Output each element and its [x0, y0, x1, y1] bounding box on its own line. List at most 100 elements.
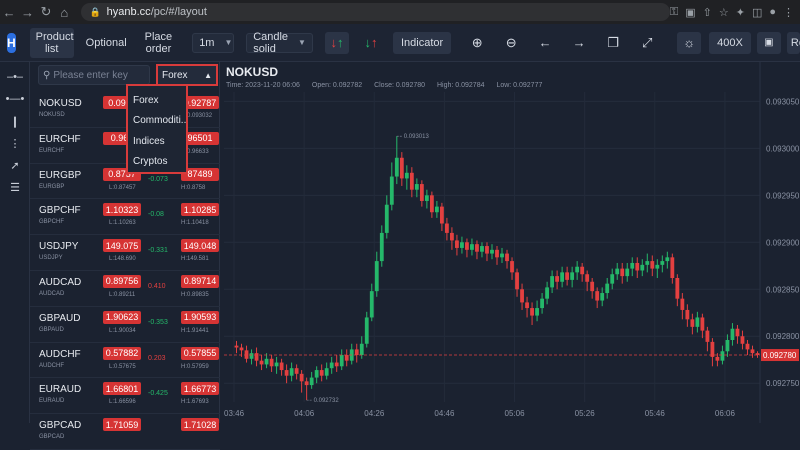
candle-body	[650, 261, 655, 269]
candle-body	[304, 381, 309, 386]
crop-icon[interactable]: ❐	[607, 34, 619, 50]
chart-style-value: Candle solid	[253, 30, 289, 55]
y-tick-label: 0.092800	[766, 332, 800, 341]
ask-price-button[interactable]: 96501	[181, 131, 219, 145]
vertical-segment-icon[interactable]: ⋮	[9, 137, 21, 150]
ask-price-button[interactable]: 0.89714	[181, 274, 219, 288]
horizontal-line-icon[interactable]: –•–	[6, 71, 24, 83]
x-tick-label: 04:06	[294, 409, 315, 418]
bid-price-button[interactable]: 1.66801	[103, 382, 141, 396]
theme-icon[interactable]: ☼	[677, 31, 702, 54]
bid-price-button[interactable]: 1.90623	[103, 310, 141, 324]
chart-area[interactable]: 0.093050 0.093000 0.092950 0.092900 0.092850…	[220, 62, 800, 423]
vertical-line-icon[interactable]: ❙	[10, 115, 20, 128]
bid-price-button[interactable]: 1.10323	[103, 203, 141, 217]
category-select[interactable]: Forex ▲	[156, 64, 218, 86]
instrument-row[interactable]: AUDCAD AUDCAD 0.89756 L:0.89211 0.410 0.89714…	[30, 271, 220, 307]
chart-style-select[interactable]: Candle solid ▼	[246, 30, 313, 55]
x-tick-label: 04:26	[364, 409, 385, 418]
candle-body	[705, 330, 710, 342]
search-box[interactable]: ⚲	[38, 65, 150, 85]
category-option[interactable]: Commoditi...	[133, 115, 186, 127]
bid-price-button[interactable]: 1.71059	[103, 418, 141, 432]
candle-body	[625, 268, 630, 277]
search-input[interactable]	[53, 69, 144, 81]
menu-icon[interactable]: ⋮	[783, 6, 794, 19]
reset-button[interactable]: Re	[786, 31, 800, 54]
translate-icon[interactable]: ▣	[685, 6, 696, 19]
candle-body	[735, 328, 740, 337]
candle-body	[640, 264, 645, 271]
key-icon[interactable]: ⚿	[669, 5, 679, 18]
candle-body	[254, 353, 259, 361]
more-tools-icon[interactable]: ☰	[10, 181, 20, 194]
category-option[interactable]: Forex	[133, 94, 159, 106]
product-list-tab[interactable]: Product list	[29, 27, 74, 58]
candle-body	[670, 257, 675, 278]
candle-body	[339, 355, 344, 367]
home-icon[interactable]: ⌂	[60, 4, 69, 20]
reload-icon[interactable]: ↻	[40, 4, 52, 19]
instrument-row[interactable]: AUDCHF AUDCHF 0.57882 L:0.57675 0.203 0.57855…	[30, 343, 220, 379]
ask-price-button[interactable]: 1.66773	[181, 382, 219, 396]
category-option[interactable]: Cryptos	[133, 156, 168, 168]
x-tick-label: 03:46	[224, 409, 245, 418]
sort-up-down-button[interactable]: ↓ ↑	[324, 31, 349, 54]
instrument-row[interactable]: EURAUD EURAUD 1.66801 L:1.66596 -0.425 1.6677…	[30, 378, 220, 415]
high-value: H:1.91441	[181, 327, 209, 334]
instrument-symbol: NOKUSD	[39, 98, 82, 109]
bid-price-button[interactable]: 149.075	[103, 239, 141, 253]
indicator-button[interactable]: Indicator	[392, 31, 452, 54]
candlestick-chart[interactable]: 0.093050 0.093000 0.092950 0.092900 0.092850…	[220, 62, 800, 423]
url-host: hyanb.cc	[106, 6, 151, 18]
candle-body	[274, 362, 279, 367]
instrument-row[interactable]: EURCHF EURCHF 0.965 96501 H:0.96633	[30, 128, 220, 164]
candle-body	[665, 257, 670, 262]
ask-price-button[interactable]: 1.10285	[181, 203, 219, 217]
instrument-row[interactable]: NOKUSD NOKUSD 0.0928 0.92787 H:0.093032	[30, 92, 220, 128]
zoom-level-button[interactable]: 400X	[709, 31, 751, 54]
back-icon[interactable]: ←	[2, 4, 16, 20]
ask-price-button[interactable]: 149.048	[181, 239, 219, 253]
category-option[interactable]: Indices	[133, 135, 165, 147]
sort-down-up-button[interactable]: ↓ ↑	[364, 35, 378, 50]
bid-price-button[interactable]: 0.57882	[103, 346, 141, 360]
forward-icon[interactable]: →	[21, 4, 35, 20]
scroll-left-icon[interactable]: ←	[538, 35, 552, 50]
trend-line-icon[interactable]: ➚	[10, 159, 20, 172]
instrument-row[interactable]: EURGBP EURGBP 0.8757 L:0.87457 -0.073 87489 H:…	[30, 164, 220, 200]
address-bar[interactable]: 🔒 hyanb.cc/pc/#/layout	[81, 3, 670, 21]
zoom-out-icon[interactable]: ⊖	[505, 34, 517, 50]
instrument-row[interactable]: GBPCHF GBPCHF 1.10323 L:1.10263 -0.08 1.10285…	[30, 199, 220, 236]
bid-price-button[interactable]: 0.89756	[103, 274, 141, 288]
candle-body	[234, 345, 239, 348]
extensions-icon[interactable]: ✦	[735, 6, 745, 19]
fullscreen-icon[interactable]: ⤢	[641, 34, 653, 50]
change-value: -0.073	[148, 175, 168, 183]
ask-price-button[interactable]: 0.92787	[181, 96, 219, 109]
screenshot-icon[interactable]: ▣	[756, 31, 781, 54]
instrument-row[interactable]: GBPAUD GBPAUD 1.90623 L:1.90034 -0.353 1.9059…	[30, 307, 220, 343]
share-icon[interactable]: ⇧	[702, 6, 712, 19]
horizontal-segment-icon[interactable]: •—•	[5, 93, 25, 105]
instrument-row[interactable]: USDJPY USDJPY 149.075 L:148.690 -0.331 149.04…	[30, 235, 220, 271]
ask-price-button[interactable]: 0.57855	[181, 346, 219, 360]
instrument-row[interactable]: GBPCAD GBPCAD 1.71059 1.71028	[30, 414, 220, 450]
instrument-subtitle: NOKUSD	[39, 112, 65, 118]
candle-body	[695, 317, 700, 327]
candle-body	[359, 343, 364, 356]
scroll-right-icon[interactable]: →	[572, 35, 586, 50]
timeframe-select[interactable]: 1m ▼	[192, 32, 235, 53]
chevron-down-icon: ▼	[298, 38, 306, 47]
ask-price-button[interactable]: 1.90593	[181, 310, 219, 324]
zoom-in-icon[interactable]: ⊕	[471, 34, 483, 50]
info-open: Open: 0.092782	[311, 82, 363, 89]
place-order-tab[interactable]: Place order	[144, 30, 173, 55]
sidepanel-icon[interactable]: ◫	[751, 6, 763, 19]
optional-tab[interactable]: Optional	[85, 36, 127, 49]
profile-icon[interactable]: ●	[769, 5, 776, 18]
ask-price-button[interactable]: 1.71028	[181, 418, 219, 432]
bookmark-star-icon[interactable]: ☆	[718, 6, 729, 19]
ask-price-button[interactable]: 87489	[181, 167, 219, 181]
instrument-symbol: USDJPY	[39, 241, 79, 253]
